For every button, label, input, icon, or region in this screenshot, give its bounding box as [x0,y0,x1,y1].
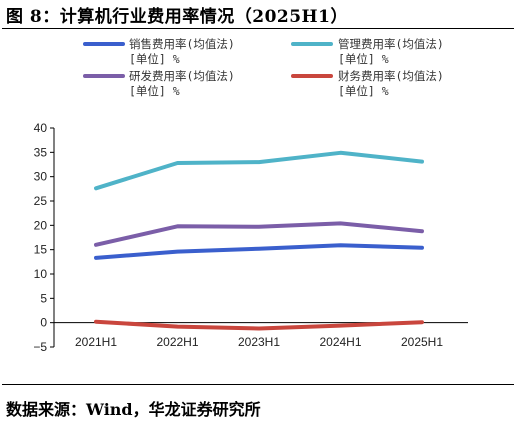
y-tick-label: 40 [34,121,48,135]
x-tick-label: 2025H1 [401,335,443,349]
series-line [94,243,424,260]
legend-unit: [单位] % [129,52,180,66]
legend: 销售费用率(均值法)[单位] %管理费用率(均值法)[单位] %研发费用率(均值… [83,37,444,98]
y-tick-label: 35 [34,145,48,159]
series-lines [94,150,424,331]
series-line [94,221,424,247]
legend-unit: [单位] % [129,84,180,98]
y-tick-label: 5 [40,291,47,305]
figure-title: 图 8：计算机行业费用率情况（2025H1） [6,7,348,27]
x-tick-label: 2021H1 [75,335,117,349]
legend-label: 财务费用率(均值法) [338,69,444,83]
legend-label: 销售费用率(均值法) [129,37,235,51]
x-tick-label: 2022H1 [156,335,198,349]
legend-label: 研发费用率(均值法) [129,69,235,83]
y-tick-label: 0 [40,316,47,330]
y-tick-label: 25 [34,194,48,208]
legend-unit: [单位] % [338,52,389,66]
bottom-rule [2,384,514,385]
y-tick-label: 20 [34,218,48,232]
y-tick-label: 30 [34,170,48,184]
y-tick-label: 10 [34,267,48,281]
legend-unit: [单位] % [338,84,389,98]
y-tick-label: −5 [33,340,47,352]
x-tick-label: 2023H1 [238,335,280,349]
x-tick-label: 2024H1 [319,335,361,349]
series-line [94,150,424,191]
line-chart: 销售费用率(均值法)[单位] %管理费用率(均值法)[单位] %研发费用率(均值… [33,37,468,352]
axes: −5 0 5 10 15 20 25 30 35 40 2021H1 2022H1 2023H1 2024… [33,121,468,352]
top-rule [2,28,514,29]
y-tick-label: 15 [34,243,48,257]
source-note: 数据来源：Wind，华龙证券研究所 [6,400,261,419]
series-line [94,319,424,331]
legend-label: 管理费用率(均值法) [338,37,444,51]
